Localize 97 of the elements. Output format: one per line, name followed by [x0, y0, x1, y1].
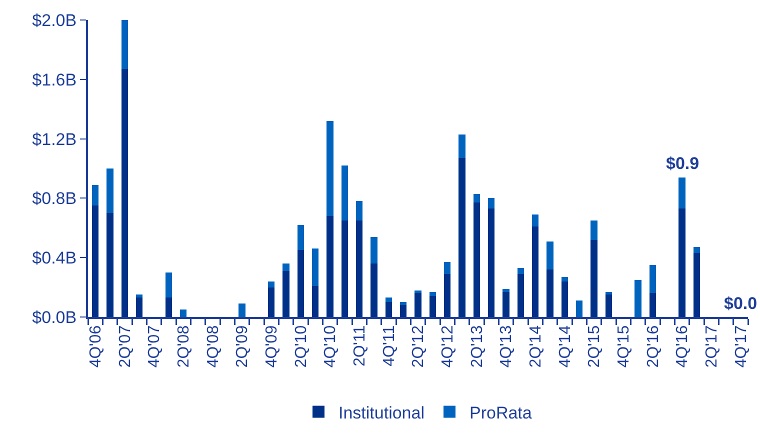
bar: [605, 294, 612, 317]
bar: [400, 302, 407, 306]
bar: [414, 293, 422, 317]
bar: [517, 274, 524, 317]
y-tick-label: $2.0B: [32, 10, 77, 30]
bar: [634, 280, 642, 317]
x-tick-label: 4Q'17: [732, 325, 750, 368]
x-tick-label: 2Q'14: [528, 325, 545, 368]
x-tick-label: 4Q'11: [380, 325, 398, 366]
y-tick-label: $1.2B: [32, 130, 77, 149]
bar: [341, 220, 348, 317]
bar: [532, 226, 539, 317]
bar: [473, 202, 480, 317]
bar: [444, 274, 451, 317]
annotation: $0.9: [666, 154, 700, 173]
bar: [458, 134, 466, 158]
y-tick-label: $1.6B: [32, 70, 77, 90]
bar: [561, 281, 568, 317]
x-tick-label: 4Q'06: [88, 325, 105, 368]
bar: [546, 241, 554, 270]
x-tick-label: 2Q'09: [234, 325, 252, 368]
y-tick-label: $0.8B: [32, 189, 77, 208]
bar: [356, 201, 363, 220]
bar: [326, 216, 334, 317]
bar: [429, 296, 436, 317]
x-tick-label: 4Q'16: [674, 325, 692, 368]
bar: [502, 288, 510, 292]
x-tick-label: 4Q'12: [440, 325, 457, 368]
bar: [268, 287, 275, 317]
x-tick-label: 2Q'16: [644, 325, 662, 368]
bar: [370, 236, 378, 264]
bar: [678, 177, 686, 209]
bar: [458, 158, 466, 317]
x-tick-label: 2Q'08: [176, 325, 193, 368]
bar: [517, 268, 524, 274]
x-tick-label: 2Q'11: [352, 325, 369, 366]
bar: [561, 276, 568, 282]
x-tick-label: 2Q'13: [468, 325, 486, 368]
bar: [282, 264, 290, 271]
bar: [502, 292, 510, 317]
bar: [165, 298, 172, 317]
legend-label: Institutional: [338, 403, 424, 422]
bar: [136, 294, 143, 298]
bar: [121, 69, 128, 317]
x-tick-label: 4Q'14: [556, 325, 574, 368]
bar: [326, 120, 334, 216]
bar: [678, 208, 686, 317]
y-tick-label: $0.0B: [32, 308, 77, 327]
x-tick-label: 4Q'08: [204, 325, 222, 368]
bar: [341, 166, 348, 220]
bar: [576, 300, 583, 317]
bar: [370, 264, 378, 317]
bar: [92, 206, 99, 317]
bar: [488, 208, 495, 317]
bar: [385, 298, 392, 302]
bar: [106, 168, 114, 214]
x-tick-label: 2Q'10: [292, 325, 310, 368]
bar: [488, 198, 495, 209]
bar: [136, 298, 143, 317]
bar: [238, 304, 246, 317]
bar: [649, 293, 656, 317]
x-tick-label: 4Q'07: [146, 325, 164, 368]
x-tick-label: 4Q'13: [498, 325, 516, 368]
bar: [693, 253, 700, 317]
x-tick-label: 2Q'15: [586, 325, 604, 368]
bar: [106, 213, 114, 317]
legend-label: ProRata: [470, 403, 532, 422]
bar: [590, 240, 598, 317]
x-tick-label: 4Q'10: [322, 325, 340, 368]
bar: [268, 281, 275, 288]
annotation: $0.0: [724, 294, 758, 313]
bar: [532, 214, 539, 226]
x-tick-label: 4Q'09: [264, 325, 281, 368]
bar: [356, 220, 363, 317]
bar: [121, 20, 128, 70]
bar: [590, 220, 598, 240]
bar: [297, 224, 304, 250]
bar: [444, 262, 451, 274]
bar: [385, 302, 392, 317]
x-tick-label: 2Q'17: [704, 325, 721, 368]
y-tick-label: $0.4B: [32, 248, 77, 268]
bar: [180, 310, 187, 317]
bar: [400, 305, 407, 317]
bar: [546, 269, 554, 317]
bar: [414, 290, 422, 294]
bar: [312, 286, 319, 317]
x-tick-label: 2Q'07: [116, 325, 134, 368]
bar: [312, 248, 319, 286]
bar: [165, 272, 172, 298]
bar: [649, 265, 656, 294]
bar: [473, 194, 480, 203]
bar: [693, 247, 700, 254]
x-tick-label: 2Q'12: [410, 325, 428, 368]
bar: [92, 184, 99, 206]
x-tick-label: 4Q'15: [616, 325, 633, 368]
bar: [282, 270, 290, 317]
bar: [297, 250, 304, 317]
